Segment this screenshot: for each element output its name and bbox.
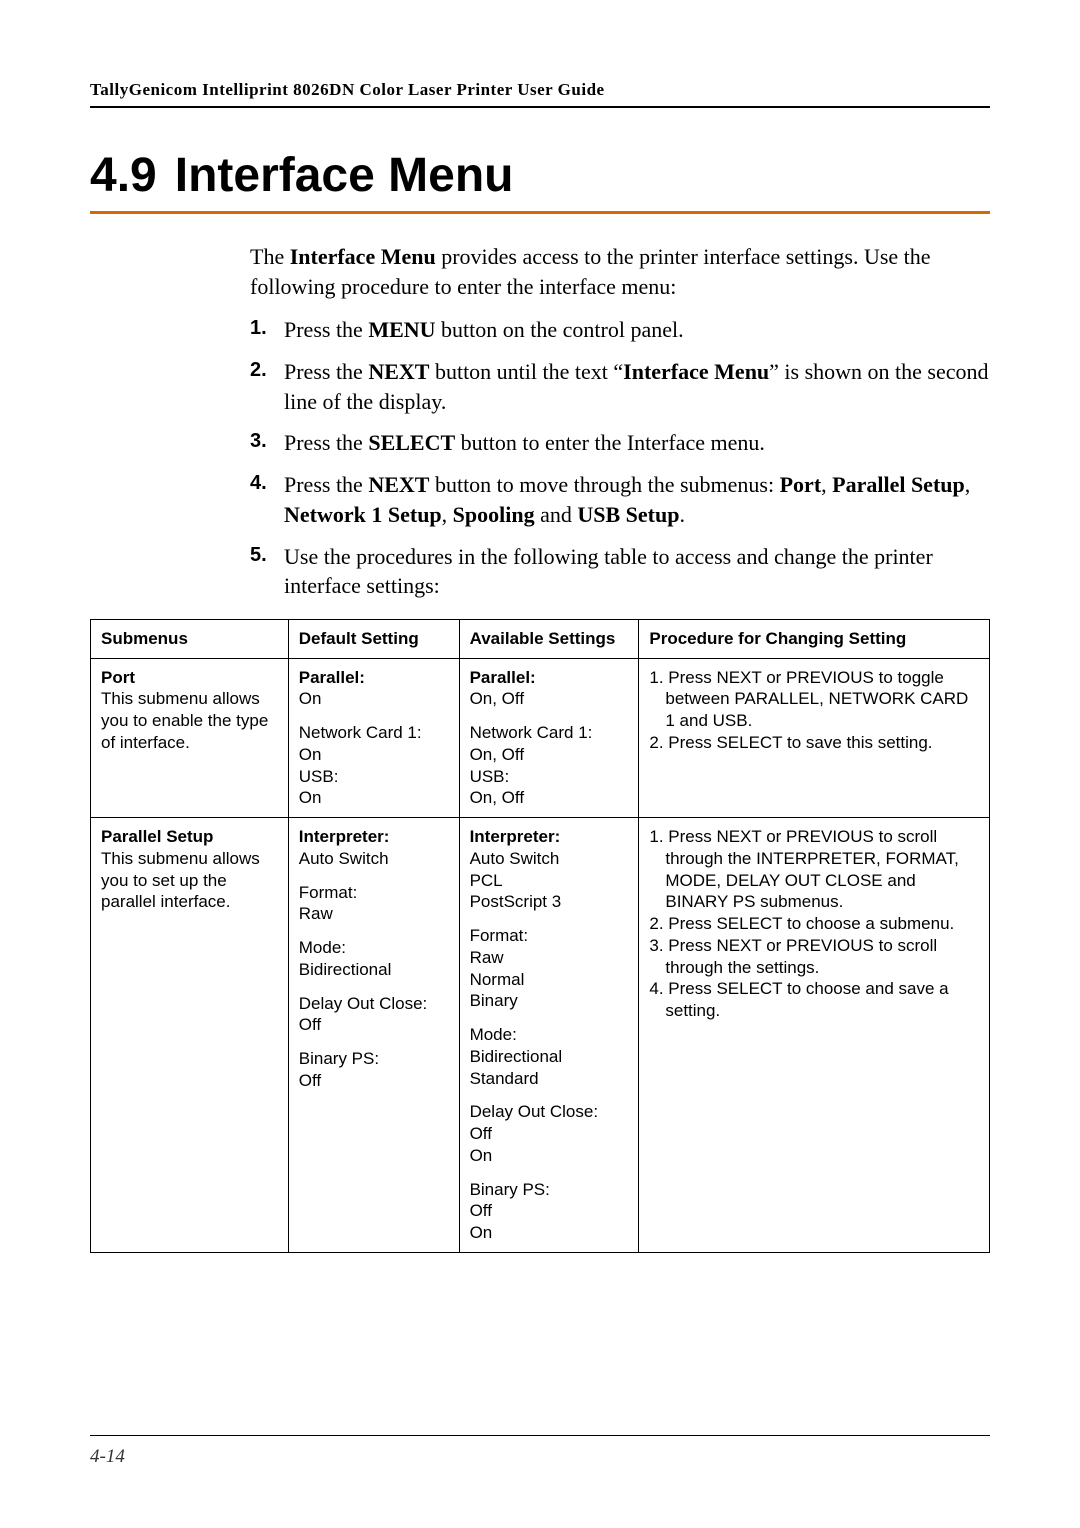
th-default: Default Setting [288, 619, 459, 658]
setting-label: Interpreter: [470, 827, 561, 846]
running-header: TallyGenicom Intelliprint 8026DN Color L… [90, 80, 990, 108]
setting-block: Parallel:On, Off [470, 667, 629, 711]
intro-bold: Interface Menu [290, 244, 436, 269]
cell-available: Interpreter:Auto SwitchPCLPostScript 3 Fo… [459, 818, 639, 1253]
setting-block: Delay Out Close:Off [299, 993, 449, 1037]
th-procedure: Procedure for Changing Setting [639, 619, 990, 658]
intro-paragraph: The Interface Menu provides access to th… [250, 242, 990, 301]
cell-default: Interpreter:Auto Switch Format:Raw Mode:Bi… [288, 818, 459, 1253]
bold-text: Parallel Setup [832, 472, 965, 497]
steps-list: 1.Press the MENU button on the control p… [250, 315, 990, 601]
cell-submenu: PortThis submenu allows you to enable th… [91, 658, 289, 818]
procedure-list: 1. Press NEXT or PREVIOUS to toggle betw… [649, 667, 979, 754]
bold-text: USB Setup [577, 502, 679, 527]
bold-text: MENU [368, 317, 435, 342]
bold-text: Interface Menu [623, 359, 769, 384]
step-number: 2. [250, 357, 267, 384]
bold-text: Spooling [453, 502, 535, 527]
step-number: 1. [250, 315, 267, 342]
section-title: 4.9 Interface Menu [90, 148, 990, 203]
procedure-step: 4. Press SELECT to choose and save a set… [649, 978, 979, 1022]
accent-rule [90, 211, 990, 214]
bold-text: Port [780, 472, 822, 497]
step-item: 3.Press the SELECT button to enter the I… [250, 428, 990, 458]
bold-text: NEXT [368, 472, 429, 497]
page: TallyGenicom Intelliprint 8026DN Color L… [0, 0, 1080, 1528]
step-item: 1.Press the MENU button on the control p… [250, 315, 990, 345]
table-row: Parallel SetupThis submenu allows you to… [91, 818, 990, 1253]
setting-label: Interpreter: [299, 827, 390, 846]
setting-block: Delay Out Close:OffOn [470, 1101, 629, 1166]
procedure-step: 2. Press SELECT to choose a submenu. [649, 913, 979, 935]
bold-text: Network 1 Setup [284, 502, 442, 527]
intro-before: The [250, 244, 290, 269]
setting-block: Mode:BidirectionalStandard [470, 1024, 629, 1089]
procedure-step: 1. Press NEXT or PREVIOUS to scroll thro… [649, 826, 979, 913]
th-submenus: Submenus [91, 619, 289, 658]
bold-text: SELECT [368, 430, 455, 455]
th-available: Available Settings [459, 619, 639, 658]
table-header-row: Submenus Default Setting Available Setti… [91, 619, 990, 658]
interface-menu-table: Submenus Default Setting Available Setti… [90, 619, 990, 1253]
bold-text: NEXT [368, 359, 429, 384]
section-number: 4.9 [90, 149, 157, 202]
setting-label: Parallel: [470, 668, 536, 687]
setting-block: Parallel:On [299, 667, 449, 711]
page-number: 4-14 [90, 1435, 990, 1468]
setting-block: Format:Raw [299, 882, 449, 926]
step-item: 5.Use the procedures in the following ta… [250, 542, 990, 601]
step-item: 4.Press the NEXT button to move through … [250, 470, 990, 529]
setting-block: Binary PS:OffOn [470, 1179, 629, 1244]
procedure-step: 1. Press NEXT or PREVIOUS to toggle betw… [649, 667, 979, 732]
setting-block: Interpreter:Auto Switch [299, 826, 449, 870]
setting-block: Network Card 1:OnUSB:On [299, 722, 449, 809]
step-number: 3. [250, 428, 267, 455]
section-name: Interface Menu [175, 149, 514, 202]
cell-default: Parallel:On Network Card 1:OnUSB:On [288, 658, 459, 818]
cell-procedure: 1. Press NEXT or PREVIOUS to toggle betw… [639, 658, 990, 818]
submenu-title: Parallel Setup [101, 827, 213, 846]
cell-procedure: 1. Press NEXT or PREVIOUS to scroll thro… [639, 818, 990, 1253]
procedure-step: 3. Press NEXT or PREVIOUS to scroll thro… [649, 935, 979, 979]
cell-submenu: Parallel SetupThis submenu allows you to… [91, 818, 289, 1253]
body-indent: The Interface Menu provides access to th… [250, 242, 990, 601]
submenu-title: Port [101, 668, 135, 687]
cell-available: Parallel:On, Off Network Card 1:On, OffUS… [459, 658, 639, 818]
step-number: 4. [250, 470, 267, 497]
procedure-step: 2. Press SELECT to save this setting. [649, 732, 979, 754]
step-item: 2.Press the NEXT button until the text “… [250, 357, 990, 416]
setting-block: Mode:Bidirectional [299, 937, 449, 981]
setting-block: Interpreter:Auto SwitchPCLPostScript 3 [470, 826, 629, 913]
setting-label: Parallel: [299, 668, 365, 687]
step-number: 5. [250, 542, 267, 569]
setting-block: Binary PS:Off [299, 1048, 449, 1092]
setting-block: Format:RawNormalBinary [470, 925, 629, 1012]
table-row: PortThis submenu allows you to enable th… [91, 658, 990, 818]
setting-block: Network Card 1:On, OffUSB:On, Off [470, 722, 629, 809]
procedure-list: 1. Press NEXT or PREVIOUS to scroll thro… [649, 826, 979, 1022]
